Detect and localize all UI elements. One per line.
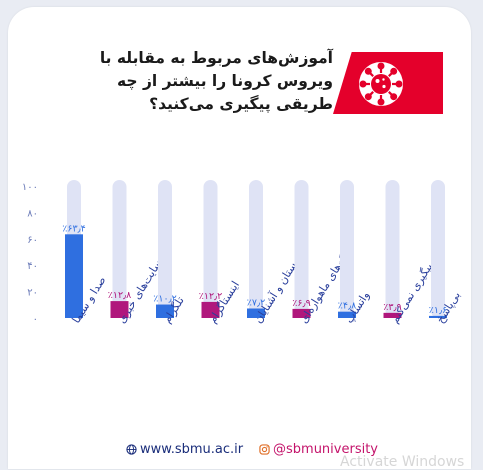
bar: [201, 301, 220, 318]
bar-track: [112, 180, 127, 318]
bar: [247, 308, 265, 318]
bar: [383, 312, 402, 318]
y-tick-label: ۶۰: [27, 235, 38, 246]
website-link[interactable]: www.sbmu.ac.ir: [126, 442, 243, 457]
bar-track: [158, 180, 172, 318]
bar: [65, 234, 83, 318]
instagram-link[interactable]: @sbmuniversity: [259, 442, 378, 457]
y-tick-label: ۱۰۰: [22, 182, 38, 193]
survey-question: آموزش‌های مربوط به مقابله با ویروس کرونا…: [99, 49, 333, 113]
bar-track: [203, 180, 218, 318]
bar-value-label: ٪۷٫۲: [247, 297, 265, 308]
bar-track: [249, 180, 263, 318]
instagram-icon: [259, 444, 270, 455]
bar-value-label: ٪۱٫۶: [429, 305, 447, 316]
website-text: www.sbmu.ac.ir: [140, 442, 244, 457]
bar-value-label: ٪۱۲٫۸: [108, 290, 132, 301]
bar-value-label: ٪۱۰٫۲: [153, 294, 177, 305]
y-tick-label: ۲۰: [27, 288, 38, 299]
bar: [110, 301, 129, 318]
watermark: Activate Windows: [340, 454, 465, 470]
footer: www.sbmu.ac.ir @sbmuniversity: [0, 442, 483, 460]
y-tick-label: ۰: [33, 314, 38, 325]
bar-value-label: ٪۶٫۹: [292, 298, 310, 309]
bar-track: [340, 180, 354, 318]
y-tick-label: ۸۰: [27, 208, 38, 219]
bar-value-label: ٪۴٫۸: [338, 301, 356, 312]
bar: [156, 304, 174, 318]
bar: [429, 315, 447, 318]
bar: [338, 311, 356, 318]
bar-track: [385, 180, 400, 318]
bar-track: [294, 180, 309, 318]
bar: [292, 308, 311, 318]
bar-value-label: ٪۶۳٫۴: [62, 223, 86, 234]
globe-icon: [126, 444, 137, 455]
bar-value-label: ٪۱۲٫۲: [199, 291, 223, 302]
instagram-text: @sbmuniversity: [273, 442, 378, 457]
virus-icon: [359, 62, 403, 106]
y-tick-label: ۴۰: [27, 261, 38, 272]
bar-track: [431, 180, 445, 318]
bar-value-label: ٪۳٫۹: [383, 302, 401, 313]
